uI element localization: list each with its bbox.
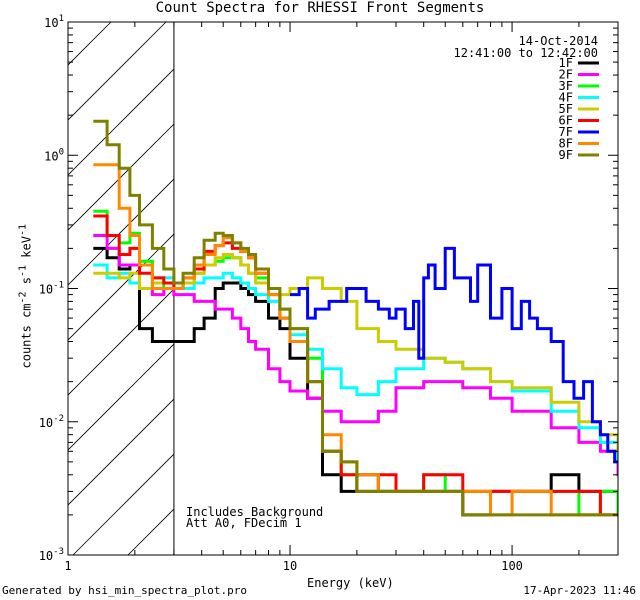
legend-label-4F: 4F bbox=[559, 91, 573, 105]
y-tick-label: 10-1 bbox=[39, 281, 64, 297]
legend-label-6F: 6F bbox=[559, 114, 573, 128]
y-tick-label: 100 bbox=[44, 147, 64, 163]
x-tick-label: 1 bbox=[64, 559, 71, 573]
time-range: 12:41:00 to 12:42:00 bbox=[453, 46, 599, 60]
y-axis-label: counts cm-2 s-1 keV-1 bbox=[17, 223, 34, 369]
series-3F bbox=[93, 209, 618, 517]
generator-footer: Generated by hsi_min_spectra_plot.pro bbox=[2, 584, 248, 597]
legend-label-8F: 8F bbox=[559, 137, 573, 151]
legend-label-3F: 3F bbox=[559, 79, 573, 93]
legend-label-2F: 2F bbox=[559, 68, 573, 82]
legend-label-1F: 1F bbox=[559, 56, 573, 70]
chart-title: Count Spectra for RHESSI Front Segments bbox=[155, 0, 485, 16]
legend-label-9F: 9F bbox=[559, 148, 573, 162]
excluded-region-hatch bbox=[68, 22, 175, 555]
legend-label-5F: 5F bbox=[559, 102, 573, 116]
observation-date: 14-Oct-2014 bbox=[518, 34, 598, 48]
series-9F bbox=[93, 119, 618, 517]
attenuator-note: Att A0, FDecim 1 bbox=[186, 516, 302, 530]
timestamp-footer: 17-Apr-2023 11:46 bbox=[523, 584, 636, 597]
y-tick-label: 10-3 bbox=[39, 547, 64, 563]
legend-label-7F: 7F bbox=[559, 125, 573, 139]
series-7F bbox=[290, 246, 618, 464]
y-tick-label: 101 bbox=[44, 14, 64, 30]
series-2F bbox=[93, 234, 618, 477]
x-axis-label: Energy (keV) bbox=[307, 576, 394, 590]
x-tick-label: 100 bbox=[501, 559, 523, 573]
series-6F bbox=[93, 214, 618, 517]
background-note: Includes Background bbox=[186, 505, 324, 519]
y-tick-label: 10-2 bbox=[39, 414, 64, 430]
series-8F bbox=[93, 163, 618, 517]
x-tick-label: 10 bbox=[283, 559, 297, 573]
